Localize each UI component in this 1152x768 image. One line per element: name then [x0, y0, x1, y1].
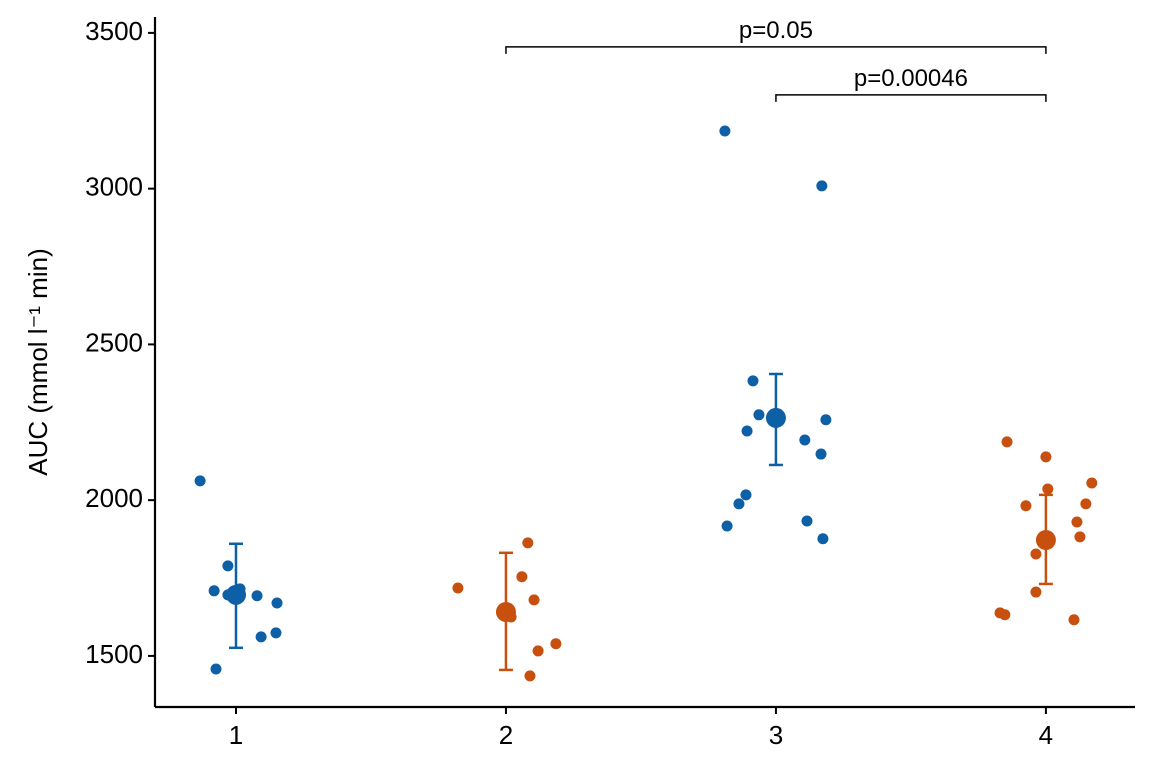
data-point — [271, 597, 283, 609]
data-point — [815, 448, 827, 460]
data-point — [522, 537, 534, 549]
y-tick-label: 3000 — [85, 172, 143, 202]
mean-point — [765, 407, 786, 428]
data-point — [1001, 436, 1013, 448]
data-point — [1020, 500, 1032, 512]
data-point — [251, 590, 263, 602]
y-tick-label: 3500 — [85, 16, 143, 46]
data-point — [255, 631, 267, 643]
y-tick-label: 2500 — [85, 327, 143, 357]
x-tick-label: 4 — [1039, 720, 1053, 750]
data-point — [721, 520, 733, 532]
data-point — [1086, 477, 1098, 489]
mean-point — [225, 584, 246, 605]
data-point — [1042, 483, 1054, 495]
data-point — [747, 375, 759, 387]
data-point — [1030, 586, 1042, 598]
data-point — [1040, 451, 1052, 463]
data-point — [740, 489, 752, 501]
x-tick-label: 3 — [769, 720, 783, 750]
data-point — [524, 670, 536, 682]
data-point — [528, 594, 540, 606]
data-point — [516, 571, 528, 583]
x-tick-label: 2 — [499, 720, 513, 750]
x-tick-label: 1 — [229, 720, 243, 750]
data-point — [550, 638, 562, 650]
y-tick-label: 2000 — [85, 483, 143, 513]
data-point — [452, 582, 464, 594]
y-tick-label: 1500 — [85, 639, 143, 669]
mean-point — [495, 601, 516, 622]
data-point — [1074, 531, 1086, 543]
data-point — [210, 663, 222, 675]
data-point — [753, 409, 765, 421]
data-point — [1071, 516, 1083, 528]
data-point — [733, 498, 745, 510]
data-point — [208, 585, 220, 597]
p-value-label: p=0.00046 — [854, 65, 968, 92]
data-point — [532, 645, 544, 657]
data-point — [719, 125, 731, 137]
y-axis-label: AUC (mmol l⁻¹ min) — [23, 248, 53, 476]
data-point — [820, 414, 832, 426]
data-point — [816, 180, 828, 192]
data-point — [741, 425, 753, 437]
significance-bracket — [505, 46, 1047, 54]
data-point — [817, 533, 829, 545]
data-point — [1080, 498, 1092, 510]
data-point — [1068, 614, 1080, 626]
significance-bracket — [775, 94, 1047, 102]
data-point — [1030, 548, 1042, 560]
mean-point — [1035, 530, 1056, 551]
data-point — [270, 627, 282, 639]
data-point — [801, 515, 813, 527]
data-point — [222, 560, 234, 572]
p-value-label: p=0.05 — [739, 17, 813, 44]
data-point — [999, 609, 1011, 621]
data-point — [799, 434, 811, 446]
data-point — [194, 475, 206, 487]
